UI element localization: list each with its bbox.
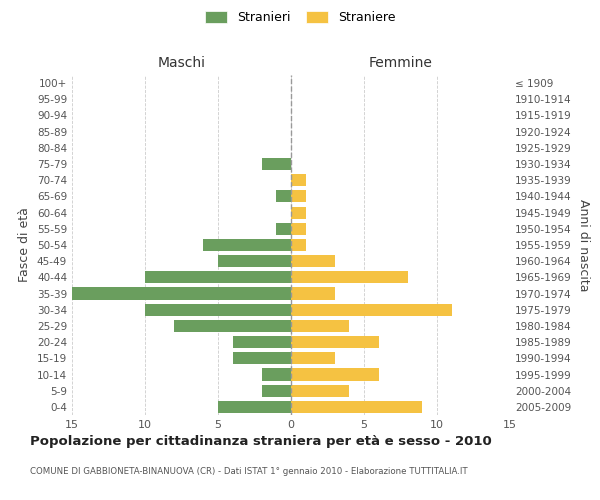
Bar [262,384,291,397]
Bar [291,190,305,202]
Y-axis label: Fasce di età: Fasce di età [19,208,31,282]
Bar [291,222,305,235]
Bar [218,255,291,268]
Text: Maschi: Maschi [157,56,205,70]
Bar [291,174,305,186]
Bar [203,239,291,251]
Bar [291,288,335,300]
Bar [291,384,349,397]
Bar [262,368,291,380]
Text: Femmine: Femmine [368,56,433,70]
Bar [291,255,335,268]
Text: COMUNE DI GABBIONETA-BINANUOVA (CR) - Dati ISTAT 1° gennaio 2010 - Elaborazione : COMUNE DI GABBIONETA-BINANUOVA (CR) - Da… [30,468,467,476]
Text: Popolazione per cittadinanza straniera per età e sesso - 2010: Popolazione per cittadinanza straniera p… [30,435,492,448]
Bar [72,288,291,300]
Bar [277,190,291,202]
Bar [262,158,291,170]
Bar [291,304,452,316]
Bar [291,320,349,332]
Bar [291,368,379,380]
Bar [291,401,422,413]
Y-axis label: Anni di nascita: Anni di nascita [577,198,590,291]
Bar [291,206,305,218]
Bar [233,352,291,364]
Legend: Stranieri, Straniere: Stranieri, Straniere [205,11,395,24]
Bar [291,239,305,251]
Bar [233,336,291,348]
Bar [218,401,291,413]
Bar [291,352,335,364]
Bar [291,272,408,283]
Bar [145,272,291,283]
Bar [145,304,291,316]
Bar [174,320,291,332]
Bar [291,336,379,348]
Bar [277,222,291,235]
